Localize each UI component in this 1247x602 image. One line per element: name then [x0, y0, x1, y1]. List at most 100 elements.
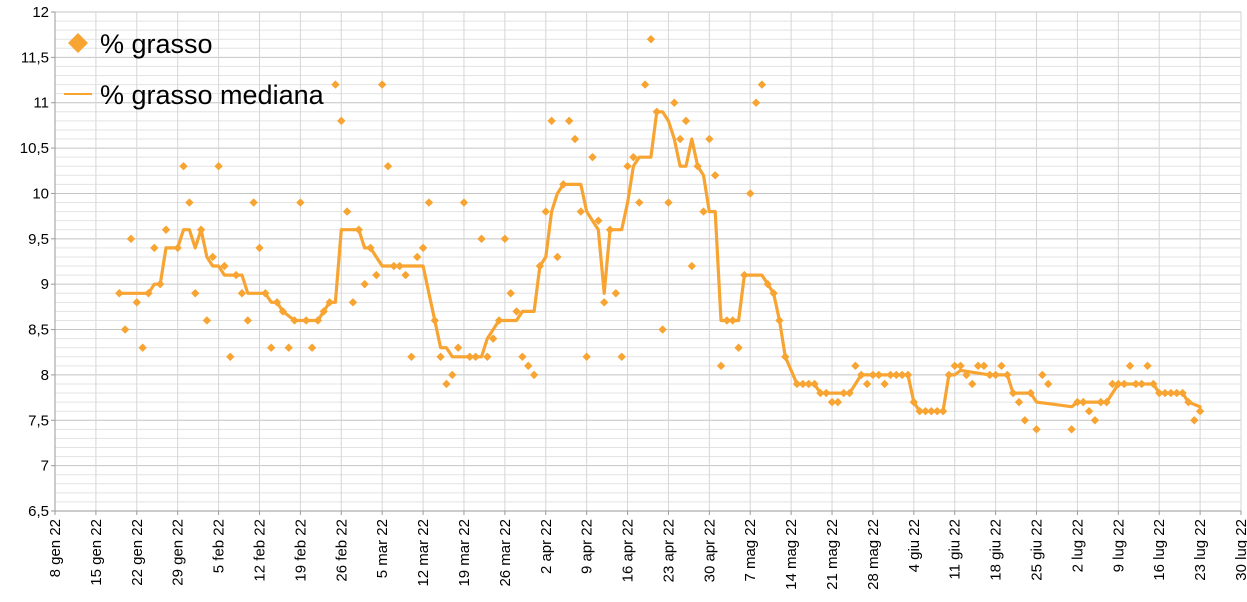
data-point: [202, 316, 212, 325]
axes: [51, 11, 1242, 515]
data-point: [1079, 397, 1088, 407]
data-point: [968, 379, 977, 389]
data-point: [763, 279, 772, 289]
data-point: [1195, 407, 1205, 416]
x-tick-label: 23 lug 22: [1192, 519, 1209, 581]
data-point: [921, 407, 930, 416]
data-point: [442, 379, 451, 389]
x-tick-label: 9 lug 22: [1110, 519, 1127, 572]
data-point: [453, 343, 463, 352]
data-point: [722, 316, 732, 325]
data-point: [307, 343, 317, 352]
data-point: [623, 162, 632, 171]
x-tick-label: 26 mar 22: [497, 519, 514, 587]
data-point: [1160, 388, 1170, 398]
y-tick-label: 8,5: [28, 322, 49, 339]
data-point: [699, 207, 708, 216]
data-point: [664, 198, 673, 207]
data-point: [576, 207, 586, 216]
x-tick-label: 19 feb 22: [292, 519, 309, 582]
data-point: [781, 352, 790, 361]
data-point: [675, 134, 685, 144]
data-point: [465, 352, 475, 361]
data-point: [342, 207, 352, 216]
x-tick-label: 8 gen 22: [47, 519, 64, 577]
x-tick-label: 5 mar 22: [374, 519, 391, 578]
data-point: [640, 80, 650, 89]
data-point: [448, 370, 457, 380]
data-point: [611, 289, 621, 298]
data-point: [208, 252, 217, 262]
data-point: [535, 261, 545, 271]
y-tick-label: 10: [32, 185, 49, 202]
data-point: [115, 289, 124, 298]
data-point: [1143, 361, 1152, 371]
data-point: [231, 270, 241, 280]
data-point: [471, 352, 480, 361]
data-point: [395, 261, 404, 271]
data-point: [319, 307, 328, 316]
legend-label-grasso: % grasso: [100, 29, 213, 59]
data-point: [418, 243, 428, 253]
legend: % grasso % grasso mediana: [64, 29, 325, 110]
data-point: [430, 316, 439, 325]
legend-label-grasso-mediana: % grasso mediana: [100, 80, 325, 110]
data-point: [272, 298, 282, 307]
data-point: [284, 343, 293, 352]
y-tick-label: 7: [41, 458, 49, 475]
data-point: [746, 189, 755, 198]
data-point: [646, 35, 656, 44]
x-tick-label: 4 giu 22: [906, 519, 923, 572]
data-point: [944, 370, 954, 380]
data-point: [220, 261, 229, 271]
data-point: [290, 316, 299, 325]
data-point: [512, 307, 521, 316]
data-point: [594, 216, 603, 225]
x-tick-label: 7 mag 22: [742, 519, 759, 582]
data-point: [670, 98, 679, 107]
data-point: [821, 388, 831, 398]
data-point: [126, 234, 136, 244]
data-point: [570, 134, 580, 144]
data-point: [483, 352, 492, 361]
data-point: [1172, 388, 1181, 398]
data-point: [903, 370, 913, 380]
data-point: [769, 289, 778, 298]
data-point: [243, 316, 252, 325]
data-point: [1114, 379, 1123, 389]
data-point: [845, 388, 854, 398]
data-point: [950, 361, 959, 371]
y-tick-label: 6,5: [28, 503, 49, 520]
data-point: [401, 270, 410, 280]
legend-diamond-marker: [68, 33, 88, 53]
data-point: [278, 307, 288, 316]
x-tick-label: 30 apr 22: [701, 519, 718, 582]
data-point: [120, 325, 130, 334]
data-point: [553, 252, 562, 262]
x-tick-label: 29 gen 22: [170, 519, 187, 586]
data-point: [413, 252, 422, 262]
x-tick-labels: 8 gen 22 15 gen 22 22 gen 22 29 gen 22 5 feb…: [47, 519, 1247, 590]
data-point: [985, 370, 994, 380]
y-tick-label: 10,5: [20, 140, 49, 157]
data-point: [366, 243, 375, 253]
data-point: [144, 289, 153, 298]
data-point: [372, 270, 381, 280]
data-point: [132, 298, 141, 307]
x-tick-label: 12 mar 22: [415, 519, 432, 587]
data-point: [1155, 388, 1164, 398]
y-tick-label: 12: [32, 4, 49, 21]
data-point: [862, 379, 872, 389]
data-point: [1131, 379, 1141, 389]
x-tick-label: 28 mag 22: [865, 519, 882, 590]
data-point: [214, 162, 223, 171]
data-point: [138, 343, 147, 352]
data-point: [494, 316, 504, 325]
data-point: [798, 379, 808, 389]
data-point: [880, 379, 889, 389]
data-point: [191, 289, 200, 298]
data-point: [687, 261, 697, 271]
data-point: [266, 343, 276, 352]
data-point: [436, 352, 445, 361]
data-point: [185, 198, 194, 207]
